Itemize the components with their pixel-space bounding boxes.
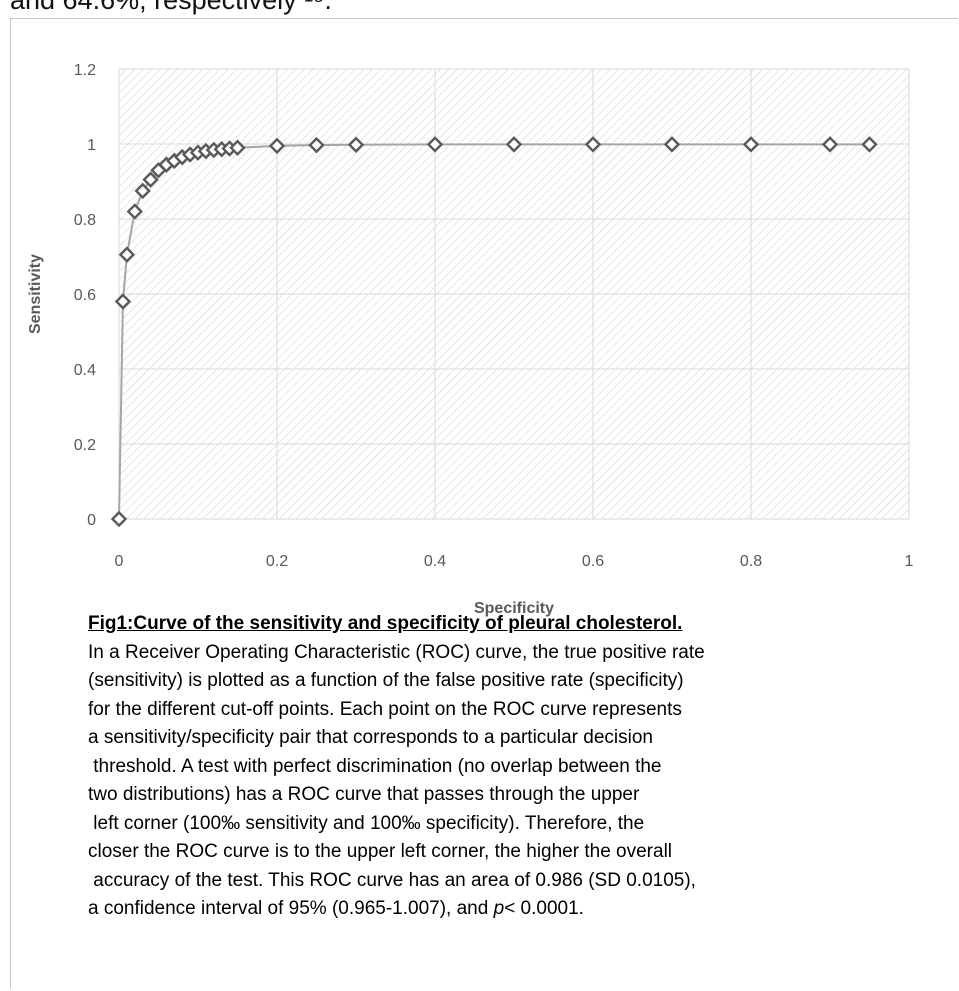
data-point-marker xyxy=(142,171,159,188)
y-tick-label: 1 xyxy=(87,137,96,154)
data-point-marker xyxy=(308,136,325,154)
data-point-marker xyxy=(134,182,151,200)
data-point-marker xyxy=(347,136,365,153)
data-point-marker xyxy=(229,139,246,156)
data-point-marker xyxy=(663,136,681,153)
p-value-symbol: p xyxy=(493,898,505,919)
data-point-marker xyxy=(118,246,136,263)
y-tick-label: 0.4 xyxy=(74,362,96,379)
x-axis-ticks: 0 0.2 0.4 0.6 0.8 1 xyxy=(115,553,914,570)
data-point-marker xyxy=(505,136,523,153)
caption-line: left corner (100‰ sensitivity and 100‰ s… xyxy=(88,812,645,834)
data-point-marker xyxy=(742,136,760,153)
y-tick-label: 0.8 xyxy=(74,212,96,229)
caption-line: accuracy of the test. This ROC curve has… xyxy=(88,869,696,891)
caption-line: threshold. A test with perfect discrimin… xyxy=(88,755,662,777)
caption-line-last: a confidence interval of 95% (0.965-1.00… xyxy=(88,895,948,924)
header-text: and 64.6%, respectively ¹⁵. xyxy=(10,0,332,15)
data-point-marker xyxy=(584,136,602,153)
y-tick-label: 0.2 xyxy=(74,437,96,454)
data-point-marker xyxy=(861,136,878,153)
caption-line: two distributions) has a ROC curve that … xyxy=(88,784,640,805)
caption-line-text: a confidence interval of 95% (0.965-1.00… xyxy=(88,898,494,919)
data-point-marker xyxy=(268,137,286,155)
figure-caption: Fig1:Curve of the sensitivity and specif… xyxy=(88,610,948,924)
data-point-marker xyxy=(821,136,839,153)
x-axis-label: Specificity xyxy=(474,600,554,617)
series-markers xyxy=(110,136,878,528)
roc-chart: 0 0.2 0.4 0.6 0.8 1 1.2 0 0.2 0.4 0.6 0.8 1 Sensiti… xyxy=(27,62,914,617)
caption-line: a sensitivity/specificity pair that corr… xyxy=(88,727,653,748)
caption-line: for the different cut-off points. Each p… xyxy=(88,698,682,720)
caption-line: (sensitivity) is plotted as a function o… xyxy=(88,670,684,691)
data-point-marker xyxy=(126,203,143,220)
figure-frame xyxy=(10,18,958,989)
y-tick-label: 1.2 xyxy=(74,62,96,79)
caption-title: Fig1:Curve of the sensitivity and specif… xyxy=(88,613,683,634)
x-tick-label: 0.6 xyxy=(582,553,604,570)
y-axis-ticks: 0 0.2 0.4 0.6 0.8 1 1.2 xyxy=(74,62,96,529)
caption-line: In a Receiver Operating Characteristic (… xyxy=(88,641,705,663)
x-tick-label: 1 xyxy=(905,553,914,570)
y-axis-label: Sensitivity xyxy=(27,254,44,334)
y-tick-label: 0.6 xyxy=(74,287,96,304)
data-point-marker xyxy=(110,510,128,528)
data-point-marker xyxy=(426,136,444,153)
x-tick-label: 0.8 xyxy=(740,553,762,570)
caption-line: closer the ROC curve is to the upper lef… xyxy=(88,841,673,862)
p-value-text: < 0.0001. xyxy=(504,898,584,919)
x-tick-label: 0 xyxy=(115,553,124,570)
y-tick-label: 0 xyxy=(87,512,96,529)
x-tick-label: 0.4 xyxy=(424,553,446,570)
data-point-marker xyxy=(114,293,132,310)
x-tick-label: 0.2 xyxy=(266,553,288,570)
